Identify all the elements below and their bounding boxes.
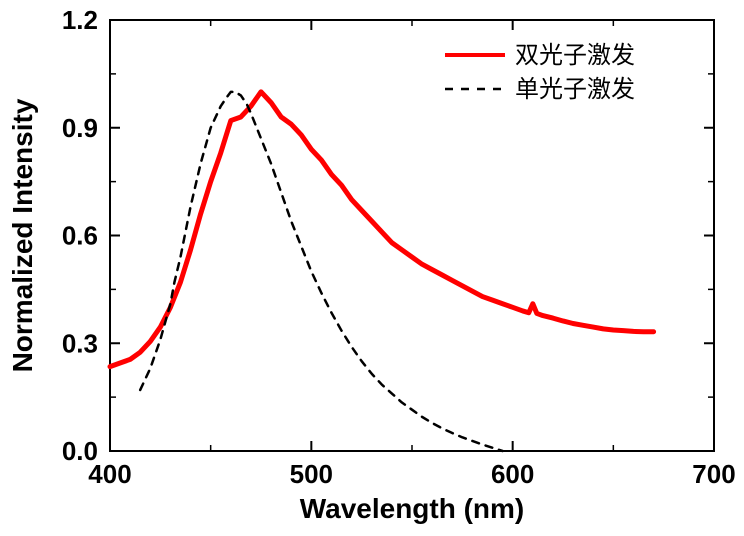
legend-label: 双光子激发 — [515, 42, 635, 69]
x-tick-label: 500 — [290, 459, 333, 489]
y-axis-label: Normalized Intensity — [7, 98, 38, 372]
spectrum-chart: 4005006007000.00.30.60.91.2Wavelength (n… — [0, 0, 744, 536]
chart-container: 4005006007000.00.30.60.91.2Wavelength (n… — [0, 0, 744, 536]
x-tick-label: 600 — [491, 459, 534, 489]
y-tick-label: 0.9 — [62, 113, 98, 143]
y-tick-label: 0.3 — [62, 328, 98, 358]
x-tick-label: 700 — [692, 459, 735, 489]
y-tick-label: 0.0 — [62, 436, 98, 466]
y-tick-label: 0.6 — [62, 221, 98, 251]
x-axis-label: Wavelength (nm) — [300, 493, 525, 524]
legend-label: 单光子激发 — [515, 76, 635, 103]
y-tick-label: 1.2 — [62, 5, 98, 35]
